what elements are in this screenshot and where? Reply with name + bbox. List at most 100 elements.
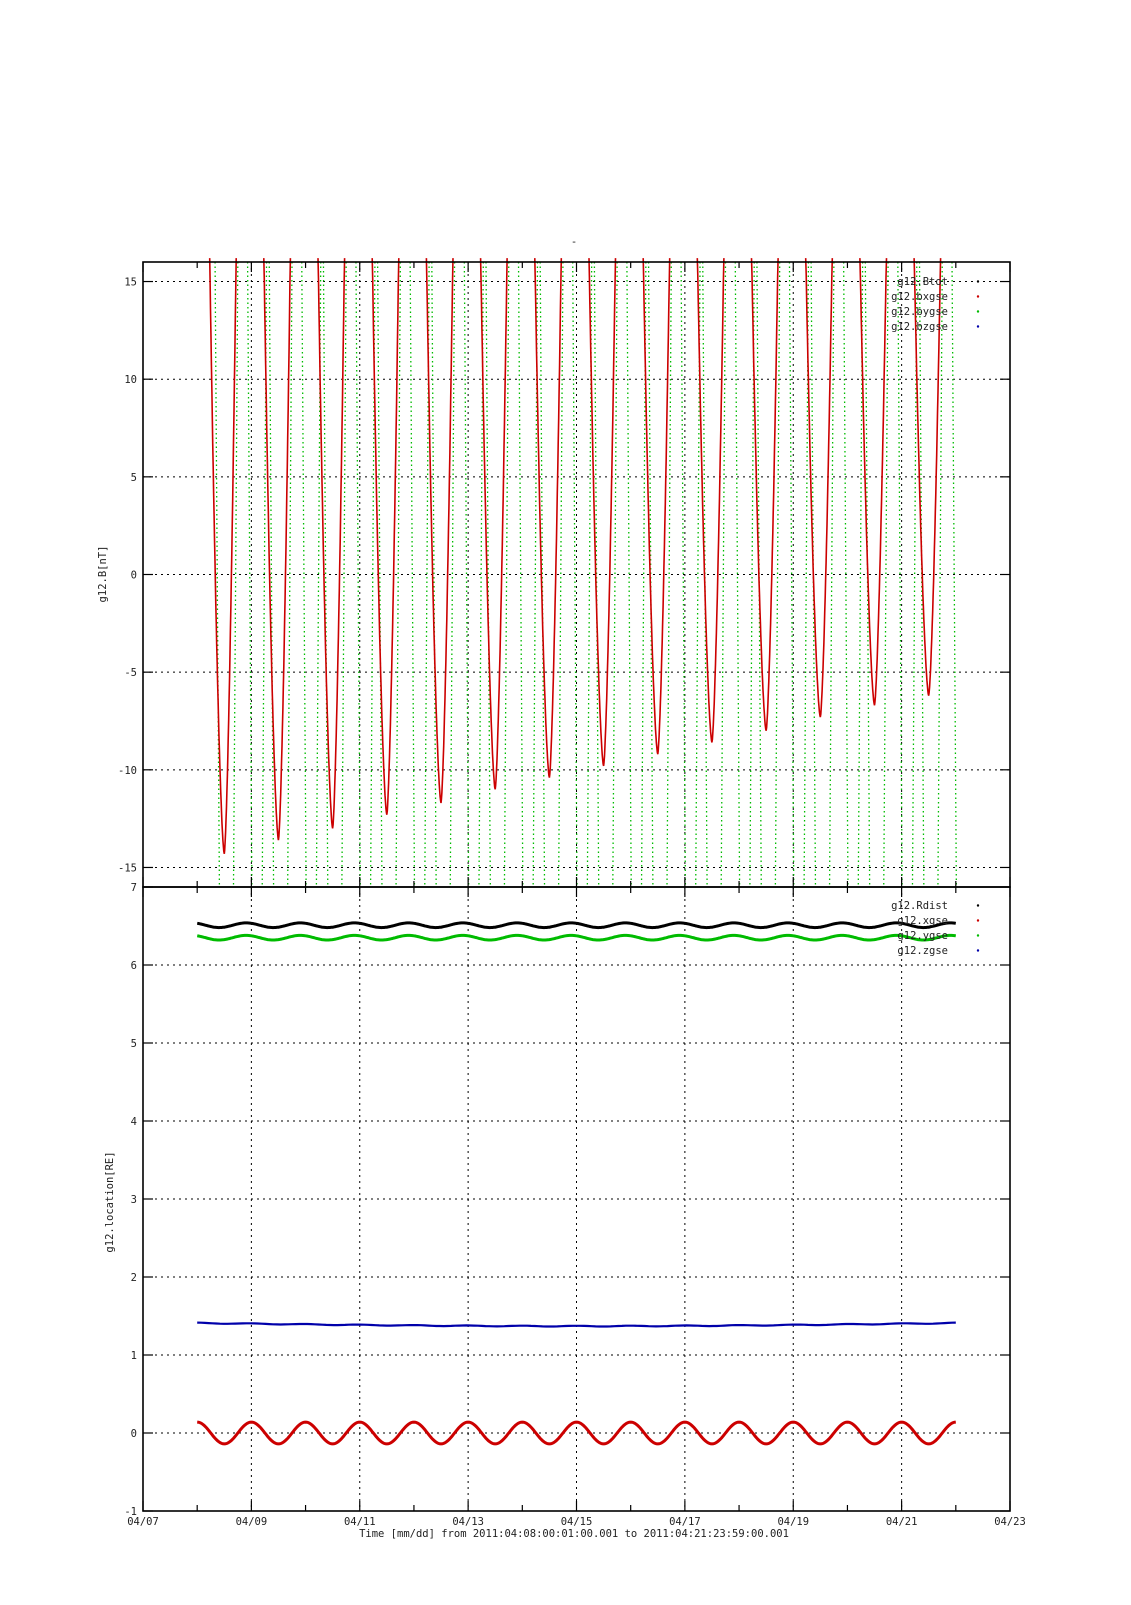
bottom-ytick-label-1: 0 [131, 1428, 137, 1440]
bxgse-dip-2 [317, 258, 346, 829]
bygse-trace-29 [612, 261, 618, 888]
legend-label-btot: g12.Btot [897, 276, 948, 288]
xtick-label-6: 04/19 [777, 1516, 809, 1528]
bxgse-dip-6 [534, 258, 563, 778]
bottom-y-axis-label: g12.location[RE] [104, 1151, 116, 1252]
bygse-trace-24 [539, 261, 546, 888]
bygse-trace-26 [572, 261, 578, 888]
bottom-ytick-label-4: 3 [131, 1194, 137, 1206]
bxgse-dip-8 [642, 258, 671, 755]
legend-marker-top-2 [976, 310, 980, 313]
legend-label-zgse: g12.zgse [897, 945, 948, 957]
bygse-trace-18 [463, 261, 470, 888]
bygse-trace-32 [647, 261, 654, 888]
bygse-trace-28 [593, 261, 600, 888]
bxgse-dip-3 [371, 258, 400, 815]
bygse-trace-40 [756, 261, 762, 888]
bygse-trace-9 [341, 261, 347, 888]
bxgse-dip-0 [208, 258, 237, 854]
legend-label-rdist: g12.Rdist [891, 900, 948, 912]
top-ytick-label-0: -15 [118, 862, 137, 874]
bxgse-dip-7 [588, 258, 617, 767]
legend-marker-top-3 [976, 325, 980, 328]
bygse-trace-10 [355, 261, 361, 888]
legend-marker-bottom-1 [976, 919, 980, 922]
xtick-label-1: 04/09 [236, 1516, 268, 1528]
bygse-trace-36 [702, 261, 708, 888]
bottom-ytick-label-3: 2 [131, 1272, 137, 1284]
bygse-trace-52 [918, 261, 925, 888]
rdist-line [196, 921, 957, 930]
bygse-trace-37 [720, 261, 727, 888]
magnetic-field-panel [143, 258, 1010, 888]
bygse-trace-49 [883, 261, 889, 888]
bottom-ytick-label-6: 5 [131, 1038, 137, 1050]
page-title: - [571, 236, 577, 248]
legend-label-bzgse: g12.bzgse [891, 321, 948, 333]
bygse-trace-21 [503, 261, 510, 888]
bygse-trace-25 [557, 261, 564, 888]
top-y-axis-label: g12.B[nT] [97, 546, 109, 603]
bxgse-dip-9 [696, 258, 725, 743]
top-ytick-label-1: -10 [118, 765, 137, 777]
bxgse-dip-5 [479, 258, 508, 790]
top-ytick-label-2: -5 [124, 667, 137, 679]
xtick-label-0: 04/07 [127, 1516, 159, 1528]
bygse-trace-46 [842, 261, 849, 888]
bygse-trace-45 [828, 261, 835, 888]
bygse-trace-17 [449, 261, 456, 888]
bxgse-dip-10 [750, 258, 779, 731]
legend-marker-top-1 [976, 295, 980, 298]
bygse-trace-54 [951, 261, 958, 888]
bygse-trace-34 [680, 261, 687, 888]
bygse-trace-2 [246, 261, 253, 888]
bottom-ytick-label-0: -1 [124, 1506, 137, 1518]
xgse-line [197, 1420, 956, 1446]
bygse-trace-5 [287, 261, 293, 888]
bygse-trace-1 [232, 261, 239, 888]
xtick-label-3: 04/13 [452, 1516, 484, 1528]
bxgse-dip-13 [913, 258, 942, 696]
bygse-trace-22 [517, 261, 524, 888]
top-ytick-label-6: 15 [124, 277, 137, 289]
bygse-trace-53 [937, 261, 943, 888]
top-ytick-label-4: 5 [131, 472, 137, 484]
legend-label-ygse: g12.ygse [897, 930, 948, 942]
xtick-label-8: 04/23 [994, 1516, 1026, 1528]
legend-marker-top-0 [976, 280, 980, 283]
bxgse-dip-4 [425, 258, 454, 804]
legend-marker-bottom-3 [976, 949, 980, 952]
legend-label-bxgse: g12.bxgse [891, 291, 948, 303]
bygse-trace-6 [301, 261, 307, 888]
xtick-label-7: 04/21 [886, 1516, 918, 1528]
bygse-trace-48 [864, 261, 871, 888]
location-panel [143, 887, 1010, 1511]
bxgse-dip-12 [859, 258, 888, 706]
bxgse-dip-1 [263, 258, 292, 841]
legend-marker-bottom-0 [976, 904, 980, 907]
bygse-trace-44 [810, 261, 817, 888]
bygse-trace-42 [788, 261, 795, 888]
bygse-trace-50 [897, 261, 903, 888]
bxgse-dip-11 [804, 258, 834, 718]
bygse-trace-33 [666, 261, 672, 888]
bygse-trace-20 [485, 261, 491, 888]
legend-marker-bottom-2 [976, 934, 980, 937]
bygse-trace-38 [734, 261, 741, 888]
zgse-line [197, 1321, 956, 1328]
bygse-trace-16 [431, 261, 437, 888]
legend-label-bygse: g12.bygse [891, 306, 948, 318]
bottom-ytick-label-2: 1 [131, 1350, 137, 1362]
bygse-trace-14 [409, 261, 416, 888]
bottom-ytick-label-7: 6 [131, 960, 137, 972]
bottom-ytick-label-5: 4 [131, 1116, 137, 1128]
xtick-label-2: 04/11 [344, 1516, 376, 1528]
bygse-trace-13 [395, 261, 402, 888]
xtick-label-4: 04/15 [561, 1516, 593, 1528]
bygse-trace-0 [214, 261, 221, 888]
bygse-trace-8 [322, 261, 329, 888]
bygse-trace-12 [376, 261, 383, 888]
x-axis-label: Time [mm/dd] from 2011:04:08:00:01:00.00… [359, 1528, 789, 1540]
